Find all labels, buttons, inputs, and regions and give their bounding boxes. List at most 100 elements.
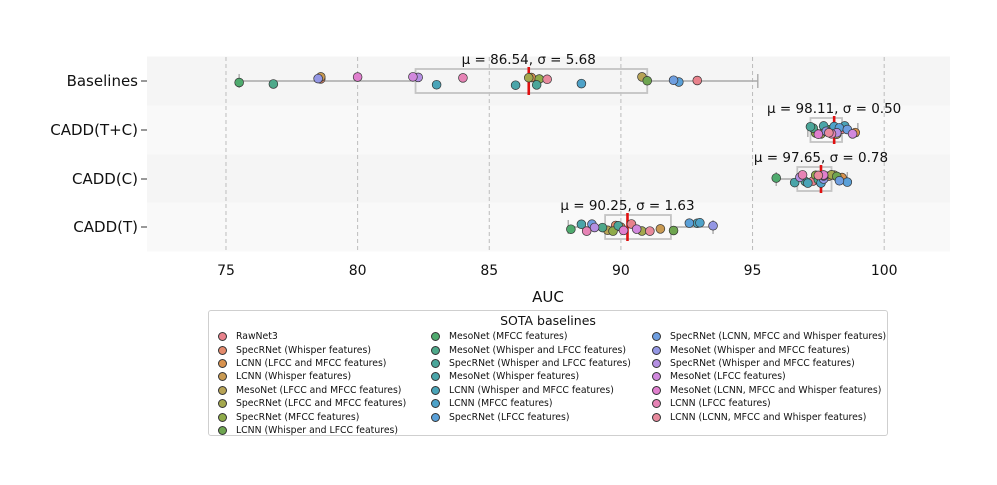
legend-swatch xyxy=(431,399,440,409)
data-point xyxy=(576,219,587,230)
legend-item: MesoNet (MFCC features) xyxy=(431,330,631,343)
legend-label: MesoNet (LFCC features) xyxy=(670,371,786,383)
data-point xyxy=(805,121,816,132)
x-tick-label: 95 xyxy=(744,263,762,279)
legend-label: MesoNet (Whisper and MFCC features) xyxy=(670,344,850,356)
legend-item: MesoNet (LFCC features) xyxy=(652,370,886,383)
data-point xyxy=(458,73,468,83)
legend-swatch xyxy=(218,358,227,368)
data-point xyxy=(597,222,608,233)
data-point xyxy=(581,226,592,236)
legend-label: LCNN (Whisper and LFCC features) xyxy=(236,424,399,436)
legend-label: LCNN (LCNN, MFCC and Whisper features) xyxy=(670,411,867,423)
legend-swatch xyxy=(218,372,227,382)
legend-item: SpecRNet (LFCC and MFCC features) xyxy=(218,397,406,410)
data-point xyxy=(531,80,542,90)
legend-label: MesoNet (MFCC features) xyxy=(449,331,568,343)
data-point xyxy=(842,177,853,187)
legend-swatch xyxy=(652,345,661,355)
legend-item: LCNN (LCNN, MFCC and Whisper features) xyxy=(652,410,886,423)
legend-item: SpecRNet (Whisper and MFCC features) xyxy=(652,357,886,370)
data-point xyxy=(618,225,629,236)
x-axis: 75 80 85 90 95 100 xyxy=(217,263,897,279)
data-point xyxy=(813,129,824,139)
legend-item: SpecRNet (MFCC features) xyxy=(218,410,406,423)
legend-item: LCNN (LFCC features) xyxy=(652,397,886,410)
legend-label: SpecRNet (MFCC features) xyxy=(236,411,360,423)
legend-item: MesoNet (Whisper features) xyxy=(431,370,631,383)
legend-label: RawNet3 xyxy=(236,331,278,343)
data-point xyxy=(352,72,363,82)
data-point xyxy=(695,218,705,228)
data-point xyxy=(268,79,279,89)
legend-swatch xyxy=(652,358,661,368)
x-axis-label: AUC xyxy=(532,288,564,306)
data-point xyxy=(408,72,418,82)
data-point xyxy=(771,173,781,183)
legend-item: SpecRNet (LFCC features) xyxy=(431,410,631,423)
legend-swatch xyxy=(431,385,440,395)
legend-swatch xyxy=(431,332,440,342)
legend-item: SpecRNet (LCNN, MFCC and Whisper feature… xyxy=(652,330,886,343)
data-point xyxy=(708,220,718,231)
legend-label: LCNN (Whisper features) xyxy=(236,371,352,383)
legend-label: LCNN (MFCC features) xyxy=(449,398,553,410)
legend-swatch xyxy=(218,385,227,395)
y-axis: Baselines CADD(T+C) CADD(C) CADD(T) xyxy=(50,72,147,236)
legend-label: SpecRNet (Whisper features) xyxy=(236,344,371,356)
legend-label: LCNN (LFCC features) xyxy=(670,398,771,410)
data-point xyxy=(824,128,834,138)
data-point xyxy=(803,178,813,188)
data-point xyxy=(834,175,845,186)
x-tick-label: 90 xyxy=(612,263,630,279)
data-point xyxy=(684,218,695,228)
legend-item: MesoNet (Whisper and MFCC features) xyxy=(652,343,886,356)
box-annotation: μ = 86.54, σ = 5.68 xyxy=(462,52,596,68)
legend-label: LCNN (LFCC and MFCC features) xyxy=(236,357,387,369)
y-tick-label: CADD(T) xyxy=(73,218,138,236)
legend-swatch xyxy=(431,358,440,368)
data-point xyxy=(589,222,600,233)
legend-swatch xyxy=(218,412,227,422)
legend-label: MesoNet (LCNN, MFCC and Whisper features… xyxy=(670,384,882,396)
legend-label: SpecRNet (LFCC features) xyxy=(449,411,570,423)
box-annotation: μ = 97.65, σ = 0.78 xyxy=(754,150,888,166)
legend-swatch xyxy=(218,425,227,435)
legend-swatch xyxy=(652,385,661,395)
legend-swatch xyxy=(652,372,661,382)
data-point xyxy=(542,74,552,85)
data-point xyxy=(692,75,703,86)
box-annotation: μ = 98.11, σ = 0.50 xyxy=(767,101,901,117)
legend-swatch xyxy=(431,345,440,355)
legend-item: RawNet3 xyxy=(218,330,406,343)
legend-swatch xyxy=(652,332,661,342)
legend-swatch xyxy=(652,412,661,422)
legend-title: SOTA baselines xyxy=(500,313,596,328)
legend-swatch xyxy=(218,332,227,342)
legend-label: MesoNet (Whisper features) xyxy=(449,371,580,383)
legend-swatch xyxy=(652,399,661,409)
data-point xyxy=(631,224,642,234)
data-point xyxy=(576,78,587,89)
legend-swatch xyxy=(218,345,227,355)
legend-column-3: SpecRNet (LCNN, MFCC and Whisper feature… xyxy=(652,330,886,424)
legend-item: MesoNet (LFCC and MFCC features) xyxy=(218,384,406,397)
y-tick-label: CADD(C) xyxy=(72,170,138,188)
legend-label: SpecRNet (Whisper and LFCC features) xyxy=(449,357,631,369)
data-point xyxy=(655,224,666,234)
legend-column-2: MesoNet (MFCC features) MesoNet (Whisper … xyxy=(431,330,631,424)
legend-column-1: RawNet3 SpecRNet (Whisper features) LCNN (… xyxy=(218,330,406,437)
data-point xyxy=(566,224,576,234)
x-tick-label: 80 xyxy=(349,263,367,279)
legend-label: LCNN (Whisper and MFCC features) xyxy=(449,384,614,396)
data-points xyxy=(234,72,860,236)
row-band xyxy=(147,202,950,252)
legend-item: LCNN (MFCC features) xyxy=(431,397,631,410)
data-point xyxy=(797,170,808,180)
legend-swatch xyxy=(431,372,440,382)
data-point xyxy=(813,170,824,181)
data-point xyxy=(645,226,655,236)
legend-swatch xyxy=(218,399,227,409)
data-point xyxy=(668,75,679,85)
